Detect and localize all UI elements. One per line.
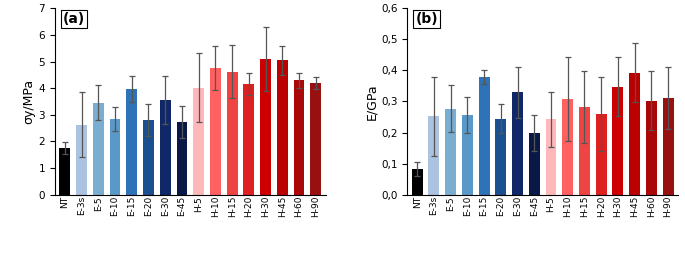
Bar bbox=[445, 109, 456, 195]
Bar bbox=[562, 99, 573, 195]
Bar bbox=[646, 101, 657, 195]
Text: (a): (a) bbox=[63, 12, 85, 26]
Bar bbox=[612, 86, 623, 195]
Bar bbox=[160, 100, 171, 195]
Bar bbox=[630, 73, 640, 195]
Y-axis label: σy/MPa: σy/MPa bbox=[23, 79, 36, 124]
Bar bbox=[177, 122, 188, 195]
Bar bbox=[110, 119, 121, 195]
Bar bbox=[462, 115, 473, 195]
Bar bbox=[260, 59, 271, 195]
Bar bbox=[596, 114, 607, 195]
Bar bbox=[294, 80, 305, 195]
Bar bbox=[93, 103, 103, 195]
Bar bbox=[412, 169, 423, 195]
Bar bbox=[277, 61, 288, 195]
Bar bbox=[76, 125, 87, 195]
Bar bbox=[243, 84, 254, 195]
Bar bbox=[662, 98, 673, 195]
Y-axis label: E/GPa: E/GPa bbox=[365, 83, 378, 120]
Bar bbox=[210, 68, 221, 195]
Bar bbox=[143, 120, 154, 195]
Bar bbox=[60, 148, 71, 195]
Bar bbox=[126, 89, 137, 195]
Bar bbox=[495, 118, 506, 195]
Bar bbox=[529, 133, 540, 195]
Bar bbox=[310, 83, 321, 195]
Bar bbox=[579, 107, 590, 195]
Bar bbox=[479, 77, 490, 195]
Bar bbox=[193, 88, 204, 195]
Bar bbox=[512, 92, 523, 195]
Bar bbox=[428, 116, 439, 195]
Bar bbox=[227, 72, 238, 195]
Text: (b): (b) bbox=[415, 12, 438, 26]
Bar bbox=[545, 120, 556, 195]
